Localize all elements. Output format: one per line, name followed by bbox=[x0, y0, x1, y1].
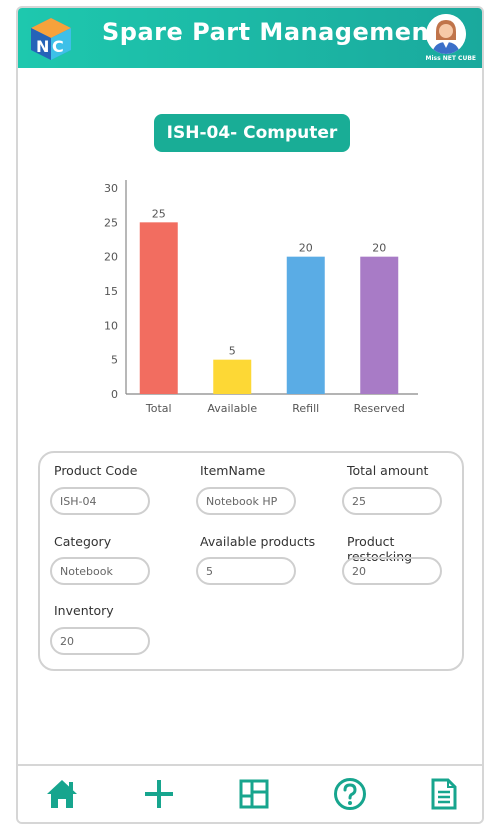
bar-value-label: 20 bbox=[372, 242, 386, 255]
product-code-label: Product Code bbox=[54, 463, 138, 478]
x-tick-label: Available bbox=[207, 402, 257, 415]
app-logo-icon: N C bbox=[31, 18, 71, 60]
user-name: Miss NET CUBE bbox=[425, 55, 476, 62]
bar-available bbox=[213, 359, 252, 394]
bar-reserved bbox=[360, 256, 399, 394]
chart-title: ISH-04- Computer bbox=[154, 114, 350, 152]
product-restocking-field[interactable]: 20 bbox=[342, 557, 442, 585]
available-products-label: Available products bbox=[200, 534, 316, 549]
item-name-label: ItemName bbox=[200, 463, 266, 478]
svg-text:N: N bbox=[36, 37, 49, 56]
category-field[interactable]: Notebook bbox=[50, 557, 150, 585]
bar-value-label: 25 bbox=[152, 207, 166, 220]
x-tick-label: Reserved bbox=[354, 402, 405, 415]
total-amount-label: Total amount bbox=[347, 463, 429, 478]
x-tick-label: Total bbox=[145, 402, 172, 415]
app-title: Spare Part Management bbox=[102, 18, 442, 46]
category-label: Category bbox=[54, 534, 112, 549]
document-icon bbox=[431, 778, 457, 810]
inventory-field[interactable]: 20 bbox=[50, 627, 150, 655]
y-tick-label: 10 bbox=[104, 319, 118, 332]
total-amount-field[interactable]: 25 bbox=[342, 487, 442, 515]
dashboard-icon bbox=[239, 779, 269, 809]
y-tick-label: 5 bbox=[111, 354, 118, 367]
help-icon bbox=[334, 778, 366, 810]
bar-value-label: 20 bbox=[299, 242, 313, 255]
y-tick-label: 25 bbox=[104, 216, 118, 229]
y-tick-label: 15 bbox=[104, 285, 118, 298]
user-avatar-icon bbox=[426, 14, 466, 54]
y-tick-label: 30 bbox=[104, 182, 118, 195]
bar-chart-svg: 0 5 10 15 20 25 30 25 Total 5 Available 20 Refill 20 R… bbox=[104, 180, 420, 415]
nav-document[interactable] bbox=[426, 776, 462, 812]
bottom-navbar bbox=[18, 764, 482, 822]
product-details-card: Product Code ISH-04 ItemName Notebook HP… bbox=[38, 451, 464, 671]
product-code-field[interactable]: ISH-04 bbox=[50, 487, 150, 515]
nav-home[interactable] bbox=[44, 776, 80, 812]
svg-text:C: C bbox=[52, 37, 64, 56]
nav-add[interactable] bbox=[141, 776, 177, 812]
y-tick-label: 0 bbox=[111, 388, 118, 401]
bar-value-label: 5 bbox=[229, 345, 236, 358]
y-tick-label: 20 bbox=[104, 251, 118, 264]
app-frame: N C Spare Part Management Miss NET CUBE … bbox=[16, 6, 484, 824]
bar-total bbox=[139, 222, 178, 394]
inventory-label: Inventory bbox=[54, 603, 114, 618]
app-header: N C Spare Part Management Miss NET CUBE bbox=[18, 8, 482, 68]
product-restocking-label: Product restocking bbox=[347, 534, 413, 564]
bar-chart: 0 5 10 15 20 25 30 25 Total 5 Available 20 Refill 20 R… bbox=[88, 168, 420, 418]
nav-help[interactable] bbox=[332, 776, 368, 812]
available-products-field[interactable]: 5 bbox=[196, 557, 296, 585]
home-icon bbox=[47, 780, 77, 808]
user-avatar[interactable] bbox=[426, 14, 466, 54]
plus-icon bbox=[145, 780, 173, 808]
bar-refill bbox=[286, 256, 325, 394]
nav-dashboard[interactable] bbox=[236, 776, 272, 812]
item-name-field[interactable]: Notebook HP bbox=[196, 487, 296, 515]
x-tick-label: Refill bbox=[292, 402, 319, 415]
